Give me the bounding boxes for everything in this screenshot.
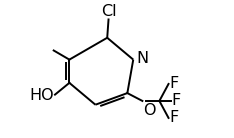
Text: Cl: Cl (101, 4, 116, 19)
Text: F: F (172, 93, 181, 108)
Text: O: O (143, 103, 156, 118)
Text: F: F (169, 110, 179, 125)
Text: F: F (169, 76, 179, 91)
Text: HO: HO (29, 88, 54, 103)
Text: N: N (136, 51, 149, 66)
